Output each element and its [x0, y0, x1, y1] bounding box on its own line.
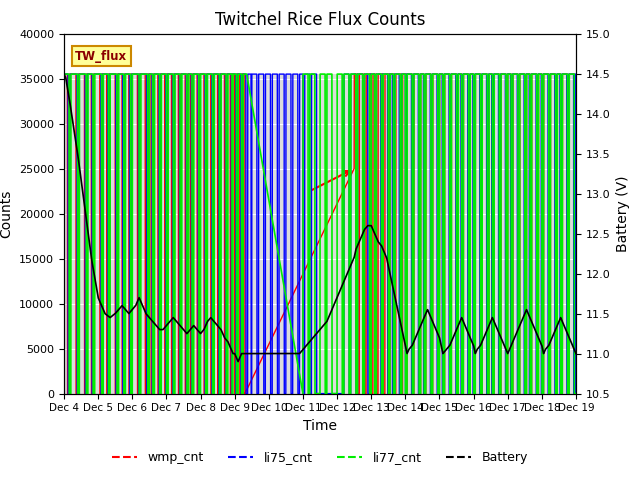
Legend: wmp_cnt, li75_cnt, li77_cnt, Battery: wmp_cnt, li75_cnt, li77_cnt, Battery	[107, 446, 533, 469]
Title: Twitchel Rice Flux Counts: Twitchel Rice Flux Counts	[215, 11, 425, 29]
X-axis label: Time: Time	[303, 419, 337, 433]
Y-axis label: Battery (V): Battery (V)	[616, 175, 630, 252]
Text: TW_flux: TW_flux	[76, 50, 127, 63]
Bar	[64, 34, 576, 74]
Y-axis label: Counts: Counts	[0, 190, 13, 238]
